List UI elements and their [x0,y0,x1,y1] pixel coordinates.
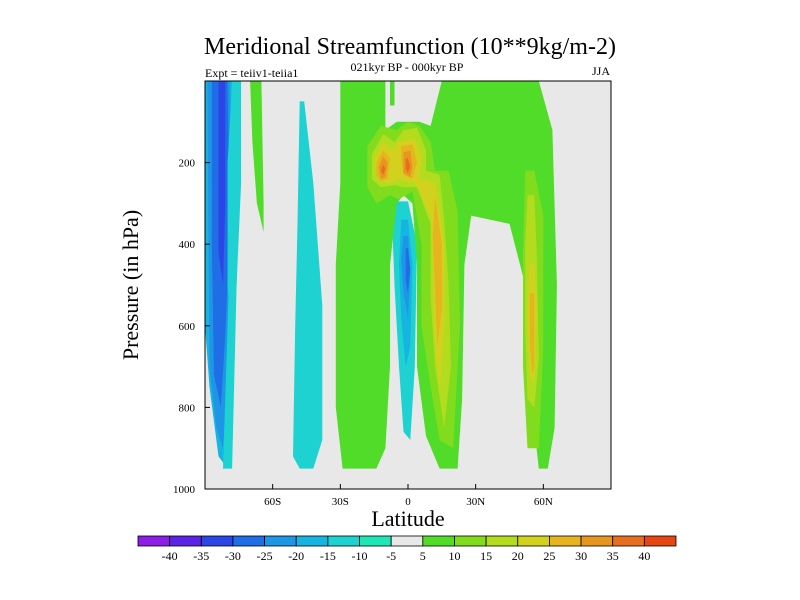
colorbar-label: -5 [386,549,396,563]
colorbar-swatch [295,535,329,547]
colorbar-swatch [264,535,297,547]
y-tick-label: 1000 [173,484,196,496]
chart-subtitle: 021kyr BP - 000kyr BP [351,60,464,74]
colorbar-swatch [643,535,677,547]
contour-region-13 [369,81,372,114]
contour-region-14 [390,81,395,106]
colorbar-swatch [232,535,265,547]
colorbar-label: -10 [352,549,368,563]
colorbar-swatch [422,535,455,547]
colorbar-label: -40 [162,549,178,563]
contour-region-29 [405,158,411,173]
colorbar-swatch [137,535,171,547]
colorbar-label: 25 [543,549,555,563]
y-tick-label: 600 [179,321,196,333]
y-tick-label: 800 [179,402,196,414]
x-axis-ticks: 60S 30S 0 30N 60N [264,484,553,508]
colorbar-swatch [485,535,519,547]
colorbar-label: 10 [449,549,461,563]
colorbar-swatch [517,535,550,547]
contour-region-25 [529,293,535,375]
x-tick-label: 60S [264,496,281,508]
colorbar-label: 15 [480,549,492,563]
contour-region-5 [223,162,237,469]
colorbar-swatch [549,535,582,547]
colorbar [137,535,677,547]
colorbar-swatch [580,535,614,547]
y-tick-label: 400 [179,239,196,251]
colorbar-label: -30 [225,549,241,563]
x-tick-label: 0 [405,496,411,508]
colorbar-swatch [454,535,487,547]
colorbar-label: -35 [193,549,209,563]
y-tick-label: 200 [179,158,196,170]
colorbar-label: 30 [575,549,587,563]
chart-title: Meridional Streamfunction (10**9kg/m-2) [204,34,616,60]
colorbar-swatch [327,535,360,547]
colorbar-label: -15 [320,549,336,563]
contour-region-3 [218,81,226,285]
colorbar-swatch [612,535,645,547]
y-axis-label: Pressure (in hPa) [118,210,143,360]
colorbar-labels: -40 -35 -30 -25 -20 -15 -10 -5 5 10 15 20 25 30 35 40 [162,549,651,563]
experiment-label: Expt = teiiv1-teiia1 [205,66,298,80]
contour-region-15 [520,81,526,106]
colorbar-label: -20 [288,549,304,563]
y-axis-ticks: 200 400 600 800 1000 [173,158,210,496]
colorbar-label: -25 [257,549,273,563]
colorbar-swatch [359,535,392,547]
contour-region-11 [250,81,264,232]
season-label: JJA [592,64,610,78]
contour-fill-group [205,81,557,469]
contour-region-24 [432,195,442,347]
colorbar-label: 40 [638,549,650,563]
colorbar-swatch [390,535,424,547]
x-tick-label: 30S [332,496,349,508]
colorbar-swatch [200,535,234,547]
x-tick-label: 60N [534,496,553,508]
contour-region-10 [405,248,411,294]
colorbar-swatch [169,535,202,547]
colorbar-label: 20 [512,549,524,563]
contour-region-6 [293,101,323,469]
colorbar-label: 35 [607,549,619,563]
x-tick-label: 30N [466,496,485,508]
contour-region-28 [380,164,386,175]
colorbar-label: 5 [420,549,426,563]
x-axis-label: Latitude [371,506,444,531]
contour-region-20 [374,138,445,392]
